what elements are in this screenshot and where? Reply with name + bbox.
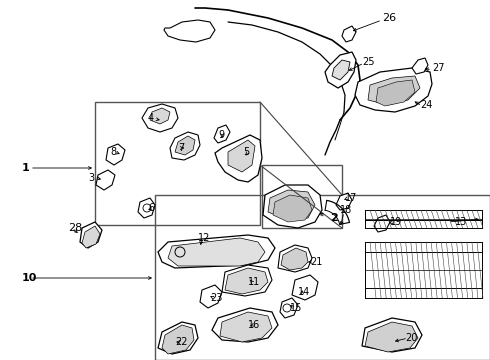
Polygon shape xyxy=(158,235,275,268)
Polygon shape xyxy=(332,60,350,80)
Text: 19: 19 xyxy=(390,217,402,227)
Bar xyxy=(95,102,260,225)
Text: 1: 1 xyxy=(22,163,30,173)
Polygon shape xyxy=(268,190,315,220)
Polygon shape xyxy=(142,104,178,132)
Text: 8: 8 xyxy=(110,147,116,157)
Polygon shape xyxy=(82,226,100,248)
Polygon shape xyxy=(164,20,215,42)
Polygon shape xyxy=(263,185,322,228)
Text: 16: 16 xyxy=(248,320,260,330)
Polygon shape xyxy=(355,68,432,112)
Polygon shape xyxy=(138,198,155,218)
Polygon shape xyxy=(376,80,415,106)
Text: 7: 7 xyxy=(178,143,184,153)
Polygon shape xyxy=(175,136,195,155)
Polygon shape xyxy=(336,193,352,210)
Text: 2: 2 xyxy=(330,213,338,223)
Text: 10: 10 xyxy=(22,273,37,283)
Text: 28: 28 xyxy=(68,223,82,233)
Polygon shape xyxy=(220,312,272,342)
Text: 22: 22 xyxy=(175,337,188,347)
Text: 20: 20 xyxy=(405,333,417,343)
Polygon shape xyxy=(342,26,356,42)
Polygon shape xyxy=(200,285,222,308)
Polygon shape xyxy=(325,52,356,88)
Polygon shape xyxy=(162,325,194,354)
Polygon shape xyxy=(281,248,308,270)
Text: 3: 3 xyxy=(88,173,94,183)
Polygon shape xyxy=(96,170,115,190)
Polygon shape xyxy=(225,268,268,294)
Polygon shape xyxy=(368,76,420,105)
Text: 6: 6 xyxy=(148,203,154,213)
Text: 23: 23 xyxy=(210,293,222,303)
Polygon shape xyxy=(278,245,312,272)
Bar xyxy=(155,195,490,360)
Text: 9: 9 xyxy=(218,130,224,140)
Polygon shape xyxy=(150,108,170,124)
Polygon shape xyxy=(412,58,428,74)
Text: 13: 13 xyxy=(455,217,467,227)
Polygon shape xyxy=(228,140,255,172)
Polygon shape xyxy=(273,195,312,222)
Polygon shape xyxy=(222,265,272,296)
Text: 11: 11 xyxy=(248,277,260,287)
Text: 26: 26 xyxy=(382,13,396,23)
Polygon shape xyxy=(215,135,262,182)
Text: 17: 17 xyxy=(345,193,357,203)
Bar xyxy=(262,165,342,228)
Polygon shape xyxy=(292,275,318,300)
Polygon shape xyxy=(280,298,298,318)
Text: 27: 27 xyxy=(432,63,444,73)
Polygon shape xyxy=(106,144,125,165)
Polygon shape xyxy=(374,215,390,232)
Polygon shape xyxy=(168,238,265,266)
Text: 12: 12 xyxy=(198,233,210,243)
Polygon shape xyxy=(362,318,422,352)
Polygon shape xyxy=(212,308,278,342)
Polygon shape xyxy=(158,322,198,354)
Polygon shape xyxy=(365,322,418,352)
Text: 5: 5 xyxy=(243,147,249,157)
Text: 18: 18 xyxy=(340,205,352,215)
Text: 25: 25 xyxy=(362,57,374,67)
Polygon shape xyxy=(214,125,230,143)
Text: 15: 15 xyxy=(290,303,302,313)
Polygon shape xyxy=(170,132,200,160)
Text: 24: 24 xyxy=(420,100,432,110)
Text: 4: 4 xyxy=(148,113,154,123)
Text: 14: 14 xyxy=(298,287,310,297)
Polygon shape xyxy=(80,222,102,248)
Text: 21: 21 xyxy=(310,257,322,267)
